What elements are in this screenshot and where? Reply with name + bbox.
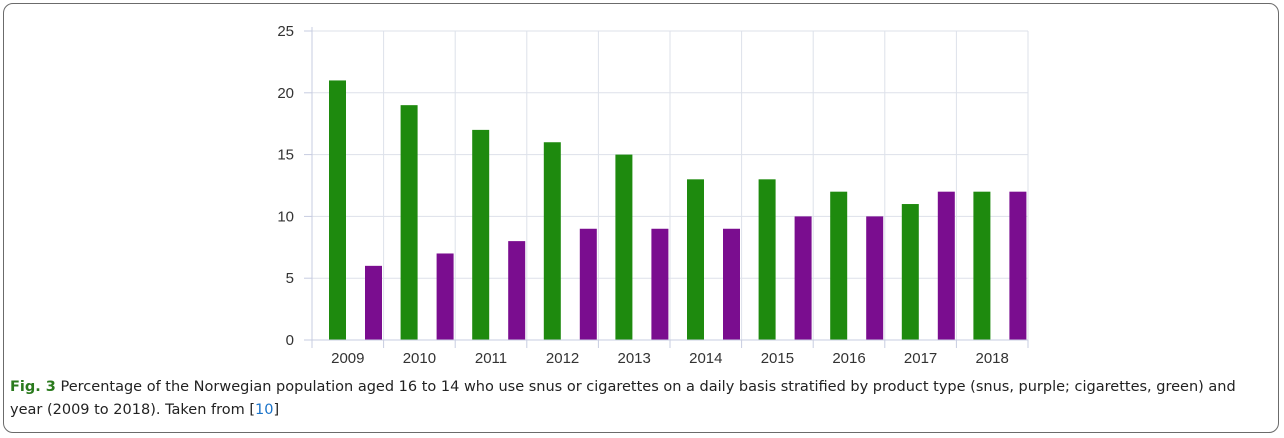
x-tick-2013: 2013 <box>618 350 651 367</box>
x-tick-2018: 2018 <box>976 350 1009 367</box>
x-tick-2016: 2016 <box>832 350 865 367</box>
bar-series2-2010 <box>436 253 454 340</box>
caption-close-bracket: ] <box>273 402 280 418</box>
bar-series1-2014 <box>687 179 704 340</box>
bar-series1-2011 <box>472 129 490 340</box>
y-tick-15: 15 <box>277 147 294 164</box>
bar-series1-2016 <box>830 191 848 340</box>
caption-text: Percentage of the Norwegian population a… <box>10 379 1236 418</box>
bar-series1-2012 <box>543 142 561 340</box>
y-tick-labels: 0 5 10 15 20 25 <box>277 23 294 349</box>
x-tick-2011: 2011 <box>475 350 507 367</box>
y-tick-25: 25 <box>277 23 294 40</box>
x-tick-2009: 2009 <box>331 350 364 367</box>
figure-frame <box>3 3 1279 433</box>
bar-series1-2017 <box>901 204 919 340</box>
bar-series2-2017 <box>937 191 955 340</box>
grid-lines <box>312 30 1029 340</box>
bar-series2-2013 <box>651 228 669 340</box>
x-tick-2012: 2012 <box>546 350 579 367</box>
bar-series1-2015 <box>758 179 776 340</box>
bar-series2-2012 <box>579 228 597 340</box>
x-tick-2010: 2010 <box>403 350 436 367</box>
bar-series1-2018 <box>973 191 991 340</box>
axes <box>304 27 1029 348</box>
figure-label: Fig. 3 <box>10 379 56 395</box>
x-tick-2014: 2014 <box>689 350 722 367</box>
bar-series2-2015 <box>794 216 812 340</box>
x-tick-2017: 2017 <box>904 350 937 367</box>
bar-series1-2009 <box>329 80 346 340</box>
bar-series2-2011 <box>508 241 526 340</box>
bar-series2-2018 <box>1009 191 1027 340</box>
bar-series1-2013 <box>615 154 633 340</box>
y-tick-20: 20 <box>277 85 294 102</box>
x-tick-labels: 2009 2010 2011 2012 2013 2014 2015 2016 2017 2018 <box>331 350 1009 367</box>
reference-link[interactable]: 10 <box>255 402 274 418</box>
bar-series2-2014 <box>723 228 740 340</box>
bar-series2-2016 <box>866 216 884 340</box>
y-tick-0: 0 <box>286 332 294 349</box>
bar-series1-2010 <box>400 105 418 340</box>
bars <box>329 80 1027 340</box>
bar-series2-2009 <box>365 265 382 340</box>
y-tick-5: 5 <box>286 270 294 287</box>
x-tick-2015: 2015 <box>761 350 794 367</box>
y-tick-10: 10 <box>277 208 294 225</box>
figure-caption: Fig. 3 Percentage of the Norwegian popul… <box>10 376 1260 422</box>
